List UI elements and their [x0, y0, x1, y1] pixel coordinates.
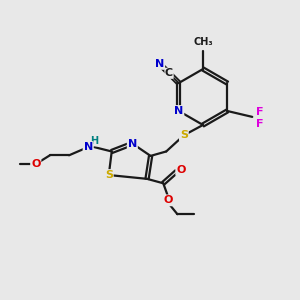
Text: N: N: [83, 142, 93, 152]
Text: F: F: [256, 107, 263, 118]
Text: N: N: [155, 59, 164, 69]
Text: N: N: [174, 106, 183, 116]
Text: S: S: [105, 170, 113, 180]
Text: O: O: [164, 195, 173, 205]
Text: F: F: [256, 119, 263, 129]
Text: S: S: [180, 130, 188, 140]
Text: C: C: [165, 68, 173, 78]
Text: CH₃: CH₃: [193, 37, 213, 47]
Text: N: N: [128, 139, 137, 148]
Text: O: O: [176, 165, 186, 175]
Text: H: H: [91, 136, 99, 146]
Text: O: O: [31, 159, 40, 169]
